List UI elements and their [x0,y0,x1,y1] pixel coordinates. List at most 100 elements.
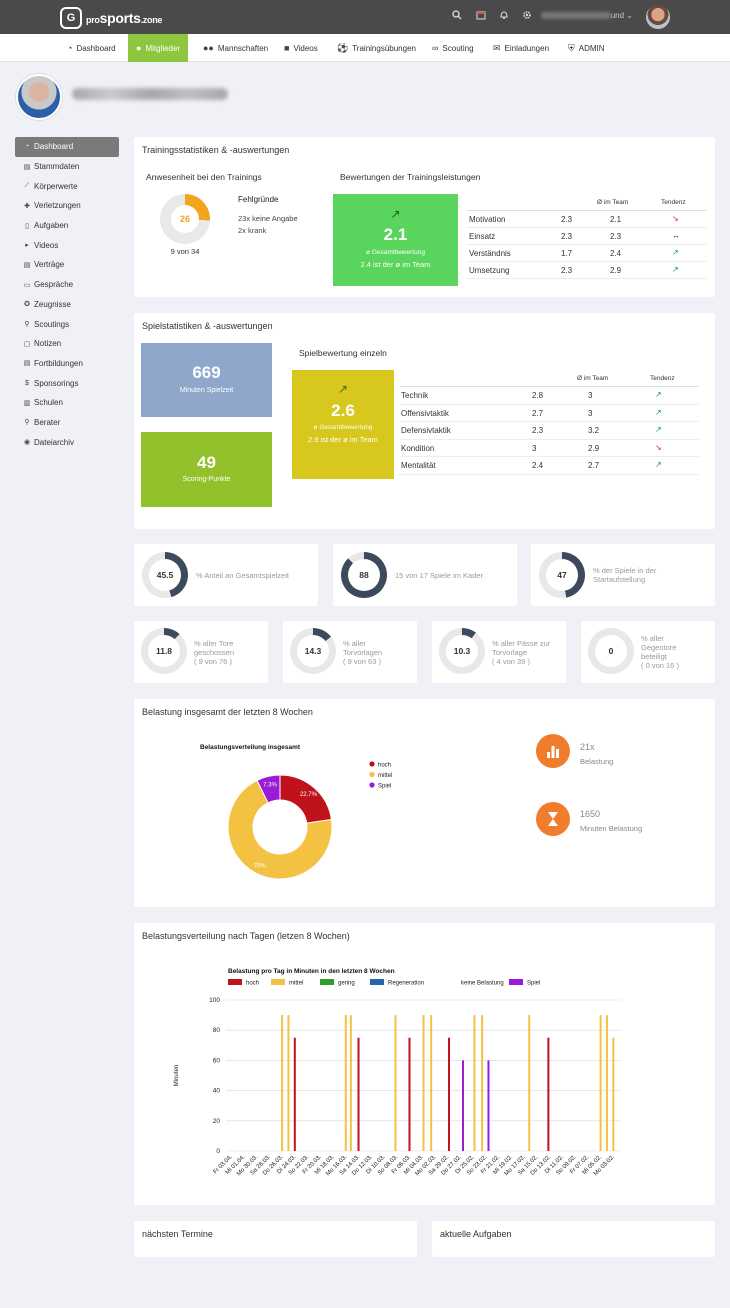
game-overall-caption: 2.9 ist der ø im Team [308,435,378,444]
book-icon: ▤ [23,360,31,368]
search-icon[interactable] [450,10,464,24]
pie-slice-label: 70% [254,864,267,870]
sidebar-item-dateiarchiv[interactable]: ◉ Dateiarchiv [15,432,119,452]
file-icon: ▤ [23,261,31,269]
archive-icon: ◉ [23,439,31,447]
row-label: Technik [401,391,429,400]
nav-trainingsuebungen[interactable]: ⚽ Trainingsübungen [337,42,416,53]
sidebar-item-videos[interactable]: ▸ Videos [15,235,119,255]
bar-spiel [487,1060,490,1151]
legend-label: hoch [246,981,259,987]
ring-description: % aller Gegentore beteiligt( 0 von 16 ) [641,634,711,670]
ring-description-line: ( 9 von 63 ) [343,656,381,666]
attendance-caption: 9 von 34 [170,247,200,256]
pie-title: Belastungsverteilung insgesamt [200,744,301,751]
trend-down-icon: ↘ [672,214,679,223]
bell-icon[interactable] [497,10,511,24]
col-trend: Tendenz [661,199,686,206]
legend-swatch [320,979,334,985]
sidebar-item-verträge[interactable]: ▤ Verträge [15,255,119,275]
sidebar-item-körperwerte[interactable]: ⟋ Körperwerte [15,176,119,196]
sidebar-item-label: Gespräche [34,280,74,290]
progress-ring: 45.5 [142,552,188,598]
row-label: Umsetzung [469,266,510,275]
y-tick-label: 100 [209,997,220,1004]
nav-videos[interactable]: ■ Videos [284,43,318,53]
appointments-title: nächsten Termine [142,1229,213,1239]
ring-description-line: % aller Tore [194,638,234,648]
game-overall-value: 2.6 [331,401,355,420]
shield-icon: ⛨ [568,42,575,53]
nav-scouting[interactable]: ∞ Scouting [432,43,474,53]
y-tick-label: 0 [216,1148,220,1155]
calendar-icon[interactable] [474,10,488,24]
logo-text: prosports.zone [86,10,163,26]
sidebar-item-gespräche[interactable]: ▭ Gespräche [15,275,119,295]
table-row: Umsetzung 2.3 2.9 ↗ [467,262,707,279]
comments-icon: ▭ [23,281,31,289]
user-menu[interactable]: und ⌄ [537,11,633,23]
logo[interactable]: G prosports.zone [60,7,162,29]
ring-description: % aller Tore geschossen( 9 von 76 ) [194,639,264,666]
bar-hoch [447,1037,450,1151]
sidebar-item-verletzungen[interactable]: ✚ Verletzungen [15,196,119,216]
sidebar-item-zeugnisse[interactable]: ✪ Zeugnisse [15,295,119,315]
bar-mittel [394,1015,397,1151]
nav-einladungen[interactable]: ✉ Einladungen [493,42,550,53]
ring-description-line: geschossen [194,647,235,657]
sidebar-item-stammdaten[interactable]: ▤ Stammdaten [15,157,119,177]
search-icon: ⚲ [24,321,30,329]
legend-label: mittel [378,773,392,779]
sidebar-item-schulen[interactable]: ▥ Schulen [15,393,119,413]
training-overall-box: ↗ 2.1 ø Gesamtbewertung 2.4 ist der ø im… [333,194,458,286]
sidebar-item-aufgaben[interactable]: ▯ Aufgaben [15,216,119,236]
sidebar-item-berater[interactable]: ⚲ Berater [15,413,119,433]
user-icon: ● [136,43,142,53]
load-title: Belastung insgesamt der letzten 8 Wochen [142,707,313,717]
y-tick-label: 20 [213,1118,221,1125]
avatar[interactable] [646,5,670,29]
school-icon: ▥ [23,399,31,407]
sidebar-item-sponsorings[interactable]: $ Sponsorings [15,373,119,393]
ring-stat-card: 45.5 % Anteil an Gesamtspielzeit [134,544,318,606]
table-row: Offensivtaktik 2.7 3 ↗ [399,405,699,422]
sidebar-item-scoutings[interactable]: ⚲ Scoutings [15,314,119,334]
training-ratings-title: Bewertungen der Trainingsleistungen [340,172,481,182]
ring-value: 45.5 [149,559,181,591]
ring-stat-card: 10.3 % aller Pässe zur Torvorlage( 4 von 3… [432,621,566,683]
progress-ring: 14.3 [290,628,336,674]
sidebar-item-notizen[interactable]: ▢ Notizen [15,334,119,354]
medkit-icon: ✚ [24,202,30,210]
chevron-down-icon: ⌄ [626,11,633,20]
profile-photo [16,74,62,120]
video-icon: ■ [284,43,290,53]
ring-description: 15 von 17 Spiele im Kader [395,571,513,580]
row-label: Motivation [469,215,506,224]
table-row: Defensivtaktik 2.3 3.2 ↗ [399,422,699,440]
note-icon: ▢ [23,340,31,348]
legend-label: Spiel [527,981,540,987]
legend-label: gering [338,981,355,987]
row-value: 2.8 [532,391,544,400]
nav-admin[interactable]: ⛨ ADMIN [568,42,605,53]
nav-mannschaften[interactable]: ●● Mannschaften [203,43,269,53]
sidebar-item-fortbildungen[interactable]: ▤ Fortbildungen [15,354,119,374]
ring-description: % aller Torvorlagen( 9 von 63 ) [343,639,413,666]
sidebar-item-label: Berater [34,417,61,427]
trend-flat-icon: ↔ [672,231,680,240]
pie-slice-mittel [227,779,333,880]
binoculars-icon: ∞ [432,43,439,53]
legend-label: Regeneration [388,981,424,987]
minutes-box: 669 Minuten Spielzeit [141,343,272,417]
sidebar-item-dashboard[interactable]: ◔ Dashboard [15,137,119,157]
legend-swatch [369,761,375,767]
y-tick-label: 40 [213,1088,221,1095]
ring-description-line: % Anteil an Gesamtspielzeit [196,570,289,580]
bar-chart-icon [536,734,570,768]
sidebar-item-label: Scoutings [34,319,70,329]
nav-mitglieder[interactable]: ● Mitglieder [128,34,189,62]
gear-icon[interactable] [520,10,534,24]
nav-dashboard[interactable]: ◔ Dashboard [67,43,116,53]
training-overall-caption: 2.4 ist der ø im Team [360,260,431,269]
dollar-icon: $ [25,379,29,387]
